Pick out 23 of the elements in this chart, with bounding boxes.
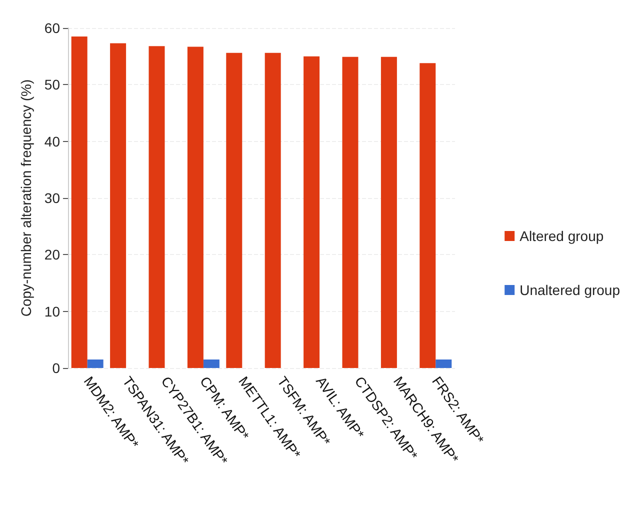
bar [304,56,320,368]
y-tick-label: 50 [44,76,60,93]
y-axis-title: Copy-number alteration frequency (%) [18,79,34,317]
bar [87,360,104,368]
y-tick-label: 60 [44,20,60,36]
bar [203,360,220,368]
y-tick-label: 0 [52,360,60,376]
legend-label: Unaltered group [520,282,620,298]
y-tick-label: 30 [44,190,60,206]
bar [71,36,88,368]
bar [187,46,204,368]
bar [342,56,358,368]
y-tick-label: 20 [44,246,60,263]
y-tick-label: 40 [44,133,60,150]
bar [380,56,397,368]
bar [436,360,452,368]
bar [264,52,281,368]
bar [420,63,436,368]
bar [148,46,165,368]
bar [226,52,242,368]
bar [110,43,126,368]
legend-label: Altered group [520,228,604,244]
y-tick-label: 10 [44,303,60,320]
